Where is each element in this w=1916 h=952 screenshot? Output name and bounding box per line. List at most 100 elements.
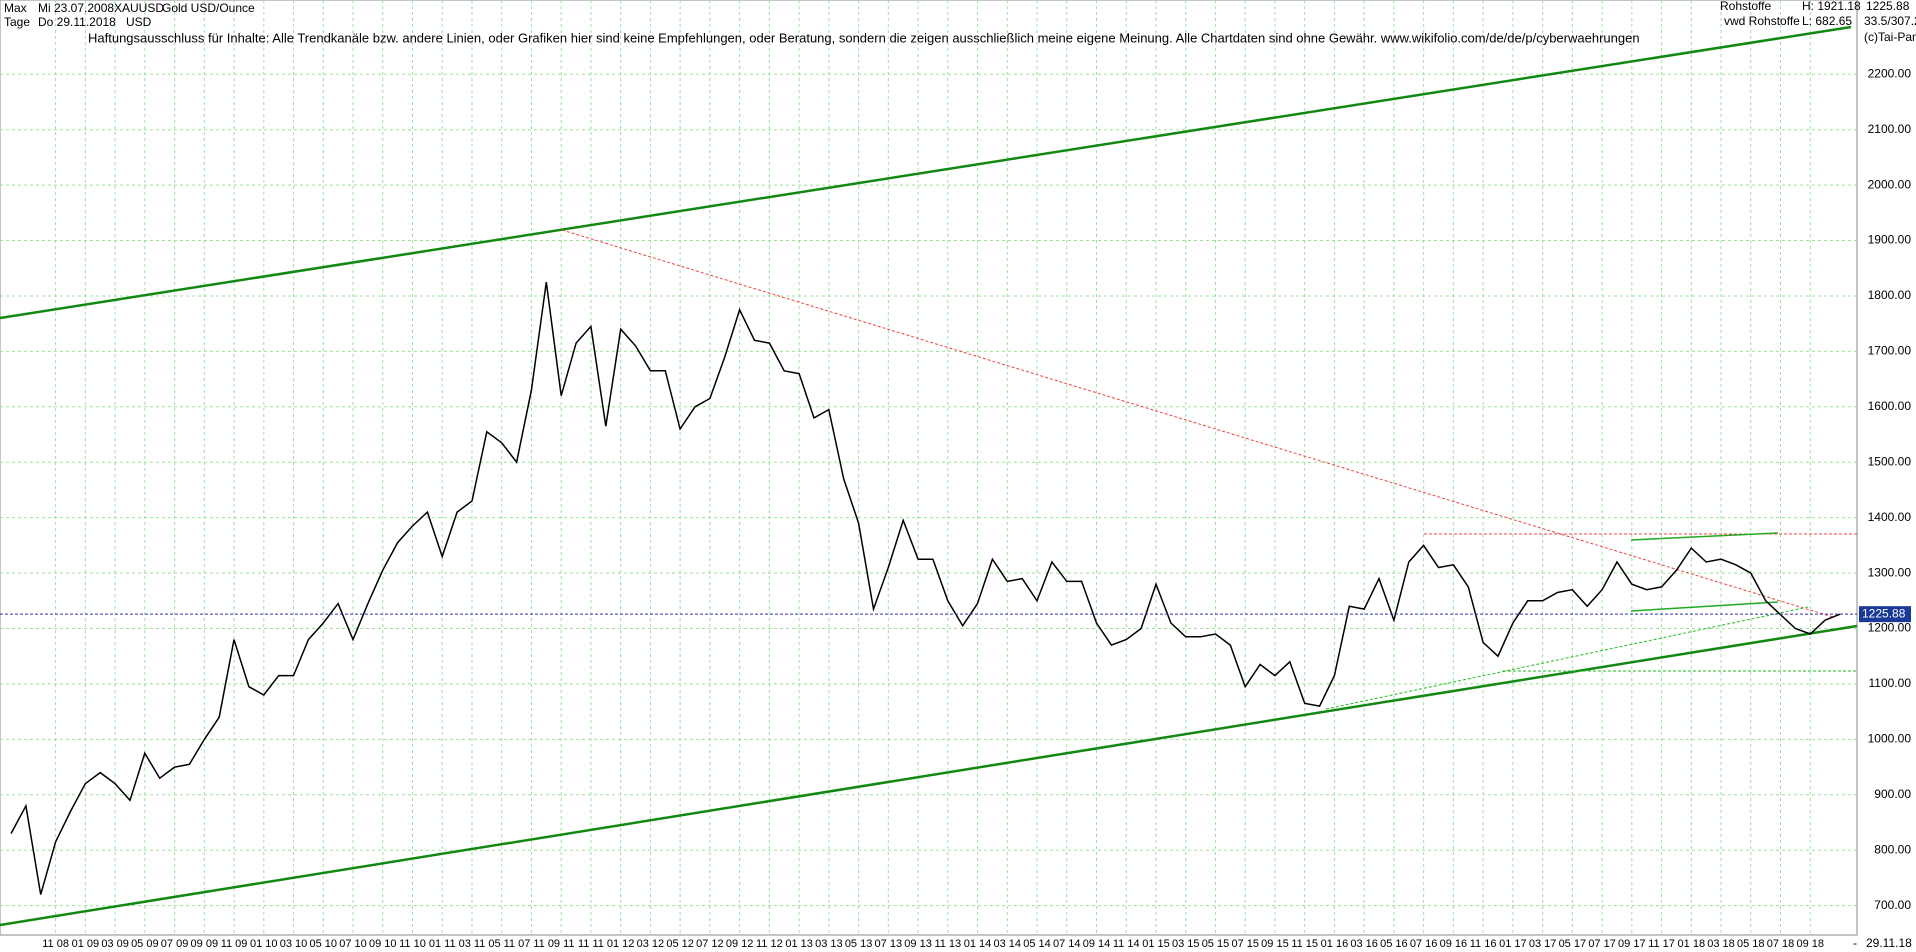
x-tick-label: 03 11 (459, 938, 486, 950)
x-tick-label: 09 16 (1440, 938, 1468, 950)
x-tick-label: 11 10 (399, 938, 426, 950)
trend-channel-lower (0, 624, 1858, 927)
x-tick-label: 07 17 (1588, 938, 1616, 950)
x-tick-label: 11 08 (42, 938, 69, 950)
x-tick-label: 01 17 (1499, 938, 1527, 950)
y-tick-label: 1900.00 (1868, 233, 1912, 247)
x-tick-label: 09 17 (1618, 938, 1646, 950)
y-tick-label: 2200.00 (1868, 66, 1912, 80)
x-tick-label: 09 14 (1083, 938, 1111, 950)
source: vwd Rohstoffe (1724, 14, 1800, 28)
x-tick-label: 03 14 (994, 938, 1022, 950)
high: H: 1921.18 (1802, 0, 1861, 13)
x-tick-label: 05 17 (1559, 938, 1587, 950)
x-tick-label: 01 13 (785, 938, 813, 950)
instrument-name: Gold USD/Ounce (162, 1, 255, 15)
low: L: 682.65 (1802, 14, 1852, 28)
x-tick-label: 05 14 (1023, 938, 1051, 950)
x-tick-label: 01 09 (72, 938, 100, 950)
x-tick-label: 05 16 (1380, 938, 1408, 950)
x-tick-label: 05 15 (1202, 938, 1230, 950)
trend-line-dashed (1325, 606, 1809, 710)
plot-area (0, 0, 1858, 936)
x-tick-label: 11 15 (1291, 938, 1318, 950)
y-tick-label: 800.00 (1874, 842, 1911, 856)
y-tick-label: 2000.00 (1868, 177, 1912, 191)
x-tick-label: 01 10 (250, 938, 278, 950)
x-tick-label: 03 09 (101, 938, 129, 950)
x-tick-label: 03 18 (1707, 938, 1735, 950)
x-tick-label: 07 14 (1053, 938, 1081, 950)
y-tick-label: 1600.00 (1868, 399, 1912, 413)
x-tick-label: 05 18 (1737, 938, 1765, 950)
y-tick-label: 1700.00 (1868, 344, 1912, 358)
series (10, 281, 1841, 895)
x-tick-label: 09 13 (904, 938, 932, 950)
last-price-box (1859, 606, 1911, 623)
date-label: 29.11.18 (1866, 936, 1912, 950)
symbol: XAUUSD (114, 1, 164, 15)
price-line (10, 281, 1841, 895)
trend-line-red (561, 229, 1834, 618)
x-tick-label: 07 13 (875, 938, 903, 950)
x-tick-label: 11 13 (934, 938, 961, 950)
x-tick-label: 07 15 (1231, 938, 1259, 950)
x-tick-label: 05 10 (310, 938, 338, 950)
y-tick-label: 1200.00 (1868, 621, 1912, 635)
x-tick-label: 07 18 (1767, 938, 1795, 950)
x-tick-label: 07 09 (161, 938, 189, 950)
x-tick-label: 01 12 (607, 938, 635, 950)
x-tick-label: 03 15 (1172, 938, 1200, 950)
x-tick-label: 09 15 (1261, 938, 1289, 950)
range: Max (4, 1, 27, 15)
x-tick-label: 01 14 (964, 938, 992, 950)
y-tick-label: 1500.00 (1868, 454, 1912, 468)
y-tick-label: 900.00 (1874, 787, 1911, 801)
x-tick-label: 09 11 (548, 938, 575, 950)
x-tick-label: 03 13 (815, 938, 843, 950)
y-tick-label: 1800.00 (1868, 288, 1912, 302)
x-tick-label: 07 16 (1410, 938, 1438, 950)
copyright: (c)Tai-Pan (1864, 30, 1916, 44)
x-tick-label: 05 12 (666, 938, 694, 950)
x-tick-label: 11 12 (756, 938, 783, 950)
y-tick-label: 1000.00 (1868, 732, 1912, 746)
period: Tage (4, 15, 30, 29)
x-tick-label: 07 12 (696, 938, 724, 950)
x-tick-label: 03 17 (1529, 938, 1557, 950)
disclaimer: Haftungsausschluss für Inhalte: Alle Tre… (88, 30, 1640, 45)
x-tick-label: 11 17 (1648, 938, 1675, 950)
x-tick-label: 05 09 (131, 938, 159, 950)
triangle-upper (1630, 532, 1779, 541)
currency: USD (126, 15, 152, 29)
x-tick-label: 05 11 (488, 938, 515, 950)
x-tick-label: 01 11 (429, 938, 456, 950)
group: Rohstoffe (1720, 0, 1771, 13)
x-tick-label: 09 09 (191, 938, 219, 950)
last-value: 1225.88 (1866, 0, 1910, 13)
x-tick-label: 09 18 (1796, 938, 1824, 950)
last-price-label: 1225.88 (1862, 606, 1906, 620)
y-tick-label: 2100.00 (1868, 122, 1912, 136)
x-tick-label: 01 16 (1321, 938, 1349, 950)
header: Max Mi 23.07.2008 Tage Do 29.11.2018 XAU… (4, 0, 1916, 950)
start-date: Mi 23.07.2008 (38, 1, 114, 15)
x-tick-label: 01 18 (1678, 938, 1706, 950)
x-tick-label: 03 16 (1350, 938, 1378, 950)
y-tick-label: 1300.00 (1868, 565, 1912, 579)
x-tick-label: 07 10 (339, 938, 367, 950)
x-tick-label: 11 16 (1470, 938, 1497, 950)
triangle-lower (1630, 601, 1779, 612)
x-tick-label: 05 13 (845, 938, 873, 950)
ratio: 33.5/307.2 (1864, 14, 1916, 28)
trend-lines (0, 25, 1858, 927)
dash: - (1853, 936, 1857, 950)
y-tick-label: 1400.00 (1868, 510, 1912, 524)
x-tick-label: 07 11 (518, 938, 545, 950)
trend-channel-upper (0, 25, 1852, 320)
x-tick-label: 11 14 (1113, 938, 1140, 950)
x-tick-label: 01 15 (1142, 938, 1170, 950)
y-tick-label: 1100.00 (1869, 676, 1912, 690)
